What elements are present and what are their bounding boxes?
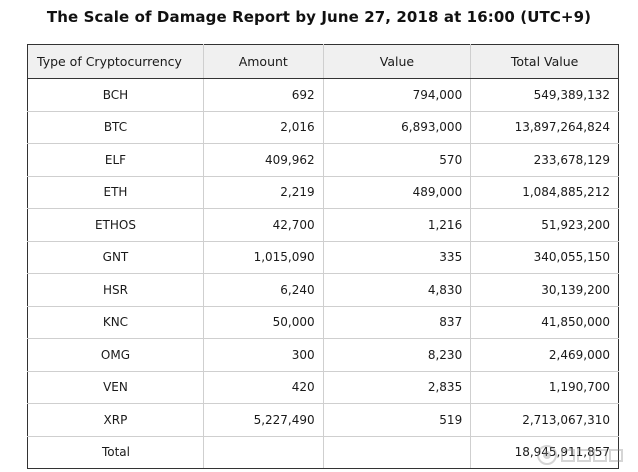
- cell-amount: 6,240: [202, 273, 324, 307]
- cell-total-value: 30,139,200: [470, 273, 619, 307]
- header-row: Type of Cryptocurrency Amount Value Tota…: [27, 44, 619, 79]
- cell-value: 6,893,000: [322, 110, 472, 144]
- table-row: KNC 50,000 837 41,850,000: [27, 305, 619, 339]
- cell-value: 2,835: [322, 370, 472, 404]
- cell-value: 4,830: [322, 273, 472, 307]
- table-row: OMG 300 8,230 2,469,000: [27, 338, 619, 372]
- cell-crypto-type: ELF: [27, 143, 204, 177]
- cell-amount: 300: [202, 338, 324, 372]
- table-row: GNT 1,015,090 335 340,055,150: [27, 240, 619, 274]
- table-row: ETH 2,219 489,000 1,084,885,212: [27, 175, 619, 209]
- total-amount: [202, 435, 324, 469]
- table-row: ELF 409,962 570 233,678,129: [27, 143, 619, 177]
- total-value: [322, 435, 472, 469]
- table-row: BCH 692 794,000 549,389,132: [27, 78, 619, 112]
- cell-total-value: 340,055,150: [470, 240, 619, 274]
- cell-value: 570: [322, 143, 472, 177]
- cell-value: 837: [322, 305, 472, 339]
- table-row: HSR 6,240 4,830 30,139,200: [27, 273, 619, 307]
- cell-total-value: 1,190,700: [470, 370, 619, 404]
- cell-total-value: 1,084,885,212: [470, 175, 619, 209]
- watermark-logo: [537, 445, 623, 465]
- cell-crypto-type: OMG: [27, 338, 204, 372]
- cell-total-value: 41,850,000: [470, 305, 619, 339]
- column-header-value: Value: [322, 44, 472, 79]
- cell-crypto-type: ETH: [27, 175, 204, 209]
- table-body: BCH 692 794,000 549,389,132 BTC 2,016 6,893,00…: [27, 78, 619, 469]
- table-row: ETHOS 42,700 1,216 51,923,200: [27, 208, 619, 242]
- cell-value: 1,216: [322, 208, 472, 242]
- cell-crypto-type: BTC: [27, 110, 204, 144]
- total-label: Total: [27, 435, 204, 469]
- column-header-amount: Amount: [202, 44, 324, 79]
- cell-total-value: 51,923,200: [470, 208, 619, 242]
- cell-value: 8,230: [322, 338, 472, 372]
- table-row: XRP 5,227,490 519 2,713,067,310: [27, 403, 619, 437]
- cell-crypto-type: XRP: [27, 403, 204, 437]
- cell-value: 519: [322, 403, 472, 437]
- report-title: The Scale of Damage Report by June 27, 2…: [46, 8, 592, 26]
- damage-report-table: Type of Cryptocurrency Amount Value Tota…: [27, 44, 619, 469]
- cell-total-value: 2,469,000: [470, 338, 619, 372]
- table-row: BTC 2,016 6,893,000 13,897,264,824: [27, 110, 619, 144]
- cell-crypto-type: KNC: [27, 305, 204, 339]
- cell-amount: 50,000: [202, 305, 324, 339]
- cell-amount: 1,015,090: [202, 240, 324, 274]
- cell-value: 335: [322, 240, 472, 274]
- cell-value: 489,000: [322, 175, 472, 209]
- cell-amount: 692: [202, 78, 324, 112]
- table-header: Type of Cryptocurrency Amount Value Tota…: [27, 44, 619, 79]
- cell-total-value: 549,389,132: [470, 78, 619, 112]
- cell-crypto-type: VEN: [27, 370, 204, 404]
- cell-crypto-type: GNT: [27, 240, 204, 274]
- cell-amount: 409,962: [202, 143, 324, 177]
- column-header-type: Type of Cryptocurrency: [27, 44, 204, 79]
- cell-crypto-type: HSR: [27, 273, 204, 307]
- column-header-total-value: Total Value: [470, 44, 619, 79]
- cell-total-value: 233,678,129: [470, 143, 619, 177]
- cell-total-value: 2,713,067,310: [470, 403, 619, 437]
- total-row: Total 18,945,911,857: [27, 435, 619, 469]
- cell-amount: 2,016: [202, 110, 324, 144]
- cell-amount: 5,227,490: [202, 403, 324, 437]
- cell-crypto-type: BCH: [27, 78, 204, 112]
- table-row: VEN 420 2,835 1,190,700: [27, 370, 619, 404]
- cell-amount: 420: [202, 370, 324, 404]
- cell-amount: 42,700: [202, 208, 324, 242]
- cell-crypto-type: ETHOS: [27, 208, 204, 242]
- cell-total-value: 13,897,264,824: [470, 110, 619, 144]
- cell-amount: 2,219: [202, 175, 324, 209]
- cell-value: 794,000: [322, 78, 472, 112]
- total-total-value: 18,945,911,857: [470, 435, 619, 469]
